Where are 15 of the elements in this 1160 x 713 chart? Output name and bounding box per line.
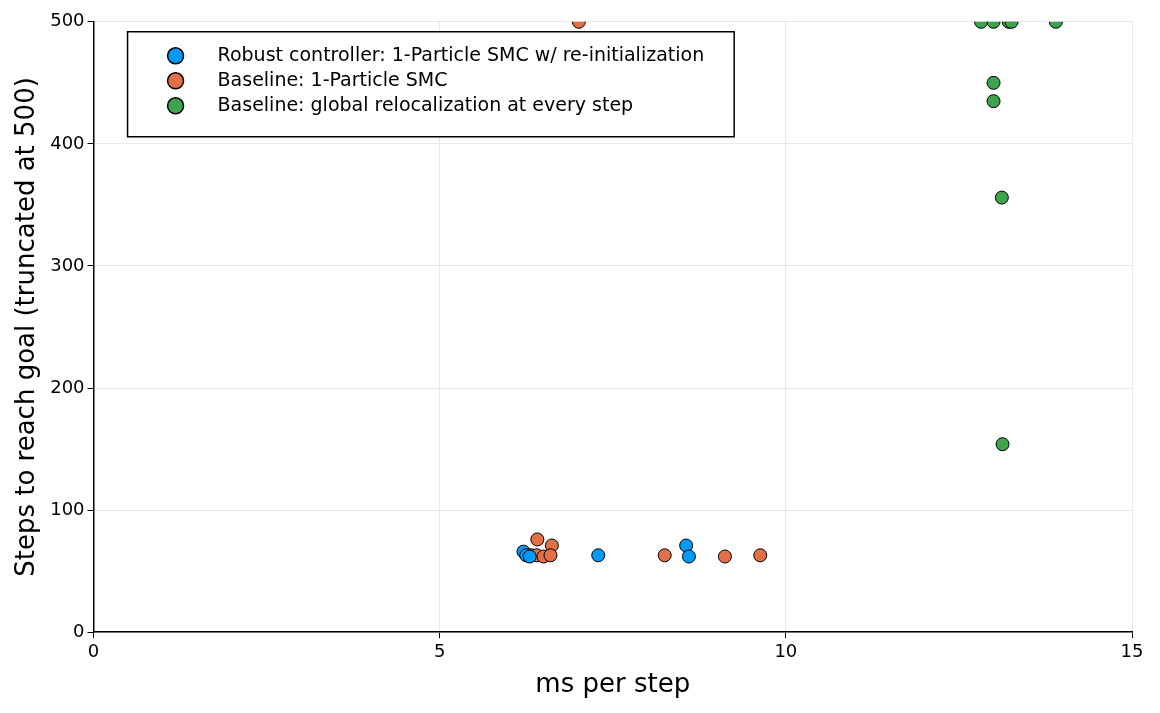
y-tick-label: 100 (50, 497, 85, 519)
y-tick-label: 400 (50, 131, 85, 153)
legend-label: Baseline: 1-Particle SMC (217, 67, 448, 90)
x-tick-label: 15 (1120, 639, 1144, 661)
y-tick-label: 200 (50, 375, 85, 397)
legend-label: Baseline: global relocalization at every step (217, 92, 634, 115)
x-axis-title: ms per step (535, 668, 691, 699)
x-tick-label: 10 (774, 639, 798, 661)
x-tick-label: 5 (433, 639, 446, 661)
y-axis-title: Steps to reach goal (truncated at 500) (10, 77, 41, 577)
y-tick-label: 300 (50, 253, 85, 275)
y-tick-label: 500 (50, 9, 85, 31)
legend-label: Robust controller: 1-Particle SMC w/ re-initialization (217, 42, 705, 65)
x-tick-label: 0 (87, 639, 100, 661)
y-tick-label: 0 (73, 619, 85, 641)
